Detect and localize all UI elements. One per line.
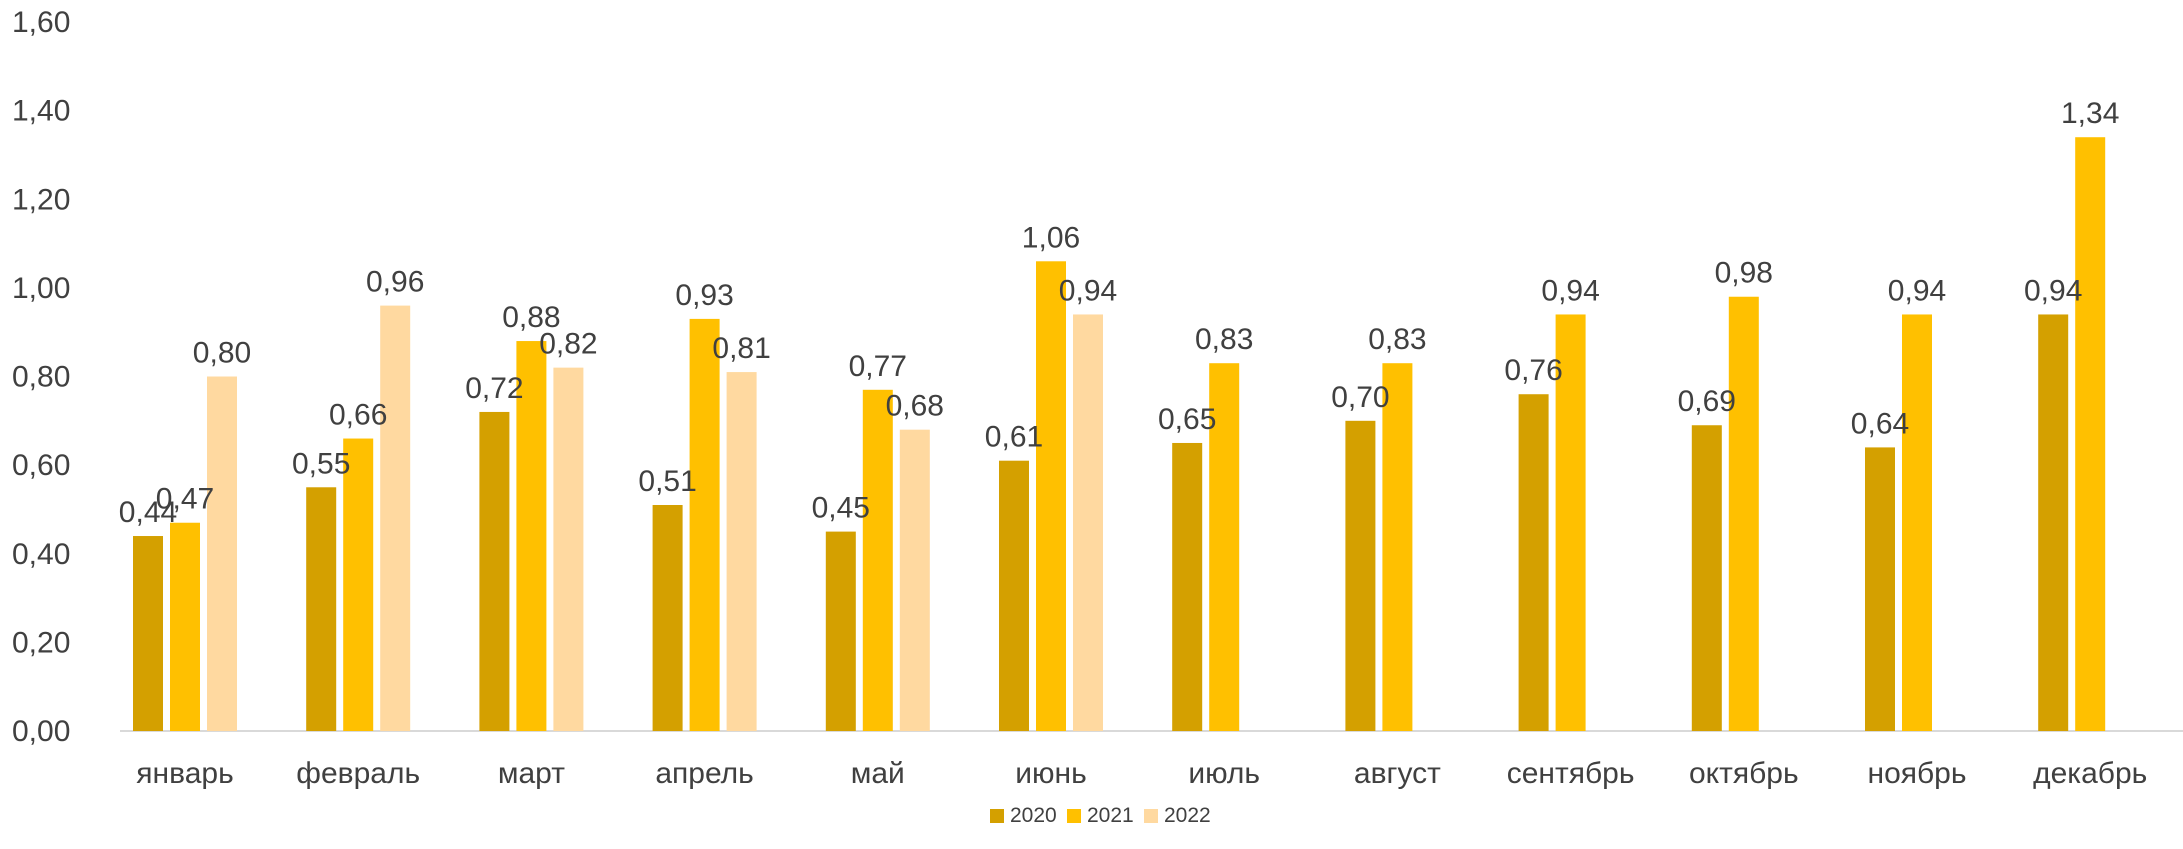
bar-2020-декабрь bbox=[2038, 314, 2069, 731]
x-axis-category-label: сентябрь bbox=[1507, 757, 1635, 790]
x-axis-category-label: август bbox=[1354, 757, 1441, 790]
legend-swatch-2021 bbox=[1067, 809, 1081, 823]
data-label: 0,70 bbox=[1331, 381, 1389, 414]
bar-2020-ноябрь bbox=[1865, 447, 1895, 731]
data-label: 0,47 bbox=[156, 483, 214, 516]
data-label: 0,96 bbox=[366, 266, 424, 299]
data-label: 0,66 bbox=[329, 399, 387, 432]
bar-2021-октябрь bbox=[1728, 296, 1759, 731]
bar-2021-январь bbox=[170, 522, 200, 731]
bar-2020-апрель bbox=[652, 505, 683, 731]
bar-2020-август bbox=[1345, 420, 1376, 731]
bars-group bbox=[133, 137, 2106, 731]
data-label: 0,76 bbox=[1504, 354, 1562, 387]
x-axis-category-labels: январь февраль март апрель май июнь июль август… bbox=[136, 757, 2147, 790]
data-label: 0,88 bbox=[502, 301, 560, 334]
bar-2020-октябрь bbox=[1691, 425, 1722, 731]
bar-2021-май bbox=[862, 389, 893, 731]
data-label: 0,98 bbox=[1715, 257, 1773, 290]
bar-2020-январь bbox=[133, 536, 163, 731]
bar-2022-июнь bbox=[1073, 314, 1103, 731]
data-label: 0,94 bbox=[1541, 274, 1599, 307]
legend-swatch-2020 bbox=[990, 809, 1004, 823]
bar-2021-декабрь bbox=[2075, 137, 2106, 731]
bar-2022-март bbox=[553, 367, 584, 731]
data-label: 0,93 bbox=[675, 279, 733, 312]
bar-2021-июль bbox=[1209, 363, 1240, 731]
legend-label: 2022 bbox=[1164, 804, 1211, 827]
data-label: 0,55 bbox=[292, 447, 350, 480]
x-axis-category-label: май bbox=[851, 757, 905, 790]
y-axis-tick-label: 0,60 bbox=[12, 449, 70, 482]
bar-2022-февраль bbox=[380, 305, 411, 731]
legend-label: 2021 bbox=[1087, 804, 1134, 827]
bar-2021-июнь bbox=[1036, 261, 1066, 731]
data-label: 1,34 bbox=[2061, 97, 2119, 130]
bar-2021-ноябрь bbox=[1902, 314, 1932, 731]
data-label: 0,51 bbox=[638, 465, 696, 498]
x-axis-category-label: июль bbox=[1188, 757, 1260, 790]
bar-2020-март bbox=[479, 411, 510, 731]
bar-2022-январь bbox=[207, 376, 237, 731]
data-label: 0,65 bbox=[1158, 403, 1216, 436]
bar-2020-июнь bbox=[999, 460, 1029, 731]
legend-swatch-2022 bbox=[1144, 809, 1158, 823]
bar-2020-сентябрь bbox=[1518, 394, 1549, 731]
bar-2021-февраль bbox=[343, 438, 374, 731]
data-label: 0,80 bbox=[193, 337, 251, 370]
data-label: 0,94 bbox=[2024, 274, 2082, 307]
data-label: 1,06 bbox=[1022, 221, 1080, 254]
x-axis-category-label: март bbox=[498, 757, 565, 790]
x-axis-category-label: ноябрь bbox=[1868, 757, 1967, 790]
legend-label: 2020 bbox=[1010, 804, 1057, 827]
bar-2022-апрель bbox=[726, 372, 757, 731]
bar-2021-апрель bbox=[689, 318, 720, 731]
x-axis-category-label: декабрь bbox=[2033, 757, 2147, 790]
x-axis-category-label: апрель bbox=[655, 757, 753, 790]
y-axis-tick-labels: 0,00 0,20 0,40 0,60 0,80 1,00 1,20 1,40 1,60 bbox=[12, 6, 70, 748]
bar-2021-март bbox=[516, 341, 547, 731]
data-label: 0,94 bbox=[1059, 274, 1117, 307]
data-label: 0,82 bbox=[539, 328, 597, 361]
data-labels-group: 0,44 0,55 0,72 0,51 0,45 0,61 0,65 0,70 0,76 0,69… bbox=[119, 97, 2120, 529]
data-label: 0,83 bbox=[1368, 323, 1426, 356]
data-label: 0,72 bbox=[465, 372, 523, 405]
data-label: 0,69 bbox=[1678, 385, 1736, 418]
bar-2020-февраль bbox=[306, 487, 337, 731]
data-label: 0,83 bbox=[1195, 323, 1253, 356]
y-axis-tick-label: 0,20 bbox=[12, 626, 70, 659]
y-axis-tick-label: 1,60 bbox=[12, 6, 70, 39]
data-label: 0,81 bbox=[712, 332, 770, 365]
data-label: 0,77 bbox=[849, 350, 907, 383]
data-label: 0,64 bbox=[1851, 407, 1909, 440]
bar-2020-май bbox=[825, 531, 856, 731]
data-label: 0,94 bbox=[1888, 274, 1946, 307]
y-axis-tick-label: 0,00 bbox=[12, 715, 70, 748]
legend: 2020 2021 2022 bbox=[990, 804, 1211, 827]
x-axis-category-label: январь bbox=[136, 757, 233, 790]
data-label: 0,68 bbox=[886, 390, 944, 423]
y-axis-tick-label: 0,80 bbox=[12, 361, 70, 394]
bar-2020-июль bbox=[1172, 442, 1203, 731]
bar-2022-май bbox=[899, 429, 930, 731]
y-axis-tick-label: 1,40 bbox=[12, 95, 70, 128]
bar-2021-август bbox=[1382, 363, 1413, 731]
x-axis-category-label: февраль bbox=[296, 757, 420, 790]
data-label: 0,45 bbox=[812, 492, 870, 525]
data-label: 0,44 bbox=[119, 496, 177, 529]
y-axis-tick-label: 1,20 bbox=[12, 183, 70, 216]
x-axis-category-label: октябрь bbox=[1689, 757, 1799, 790]
y-axis-tick-label: 0,40 bbox=[12, 538, 70, 571]
x-axis-category-label: июнь bbox=[1015, 757, 1086, 790]
data-label: 0,61 bbox=[985, 421, 1043, 454]
bar-2021-сентябрь bbox=[1555, 314, 1586, 731]
y-axis-tick-label: 1,00 bbox=[12, 272, 70, 305]
